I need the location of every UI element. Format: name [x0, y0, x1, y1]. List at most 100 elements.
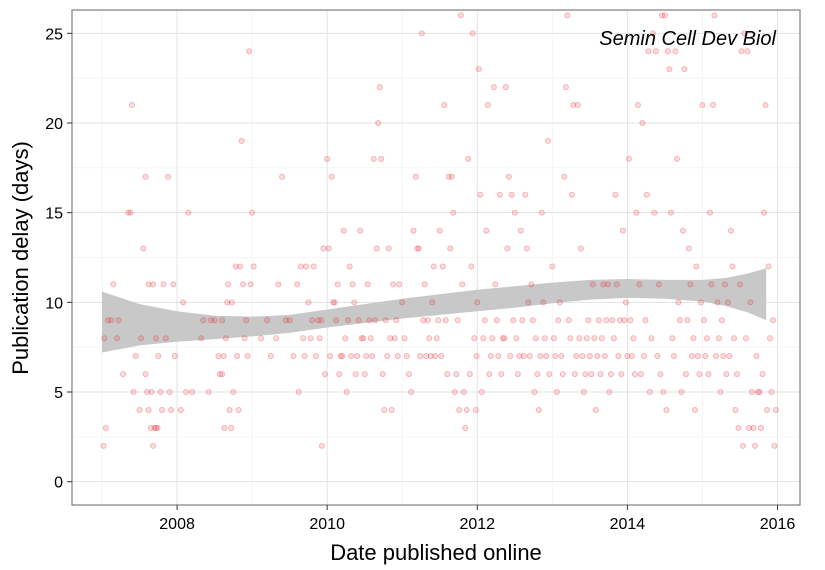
data-point: [579, 353, 586, 360]
data-point: [618, 371, 625, 378]
data-point: [718, 317, 725, 324]
data-point: [370, 155, 377, 162]
data-point: [540, 299, 547, 306]
data-point: [219, 317, 226, 324]
data-point: [180, 299, 187, 306]
data-point: [165, 173, 172, 180]
data-point: [630, 335, 637, 342]
data-point: [634, 102, 641, 109]
data-point: [544, 137, 551, 144]
data-point: [450, 209, 457, 216]
data-point: [714, 299, 721, 306]
data-point: [676, 317, 683, 324]
data-point: [303, 263, 310, 270]
data-point: [765, 263, 772, 270]
data-point: [664, 48, 671, 55]
data-point: [225, 281, 232, 288]
data-point: [484, 102, 491, 109]
data-point: [519, 317, 526, 324]
data-point: [465, 155, 472, 162]
data-point: [631, 371, 638, 378]
data-point: [238, 137, 245, 144]
data-point: [667, 209, 674, 216]
data-point: [436, 227, 443, 234]
data-point: [336, 371, 343, 378]
data-point: [529, 317, 536, 324]
data-point: [417, 353, 424, 360]
data-point: [531, 389, 538, 396]
data-point: [415, 245, 422, 252]
data-point: [228, 424, 235, 431]
y-tick-label: 5: [54, 385, 63, 402]
data-point: [399, 299, 406, 306]
data-point: [460, 389, 467, 396]
data-point: [750, 424, 757, 431]
data-point: [155, 353, 162, 360]
data-point: [159, 406, 166, 413]
data-point: [570, 102, 577, 109]
data-point: [334, 281, 341, 288]
data-point: [660, 389, 667, 396]
data-point: [520, 353, 527, 360]
data-point: [148, 389, 155, 396]
data-point: [480, 335, 487, 342]
data-point: [648, 335, 655, 342]
data-point: [294, 281, 301, 288]
data-point: [468, 263, 475, 270]
data-point: [105, 317, 112, 324]
data-point: [224, 299, 231, 306]
data-point: [290, 353, 297, 360]
data-point: [624, 353, 631, 360]
data-point: [511, 209, 518, 216]
data-point: [249, 209, 256, 216]
data-point: [670, 353, 677, 360]
data-point: [558, 353, 565, 360]
data-point: [510, 317, 517, 324]
data-point: [580, 389, 587, 396]
data-point: [385, 245, 392, 252]
data-point: [279, 173, 286, 180]
data-point: [477, 191, 484, 198]
data-point: [361, 371, 368, 378]
data-point: [609, 317, 616, 324]
data-point: [151, 424, 158, 431]
data-point: [384, 353, 391, 360]
data-point: [433, 335, 440, 342]
data-point: [234, 353, 241, 360]
data-point: [639, 119, 646, 126]
data-point: [439, 263, 446, 270]
data-point: [591, 335, 598, 342]
data-point: [771, 442, 778, 449]
data-point: [748, 389, 755, 396]
data-point: [606, 389, 613, 396]
data-point: [652, 48, 659, 55]
data-point: [682, 371, 689, 378]
data-point: [160, 281, 167, 288]
data-point: [577, 245, 584, 252]
data-point: [170, 281, 177, 288]
data-point: [759, 371, 766, 378]
data-point: [523, 245, 530, 252]
data-point: [150, 442, 157, 449]
data-point: [453, 371, 460, 378]
data-point: [712, 353, 719, 360]
data-point: [697, 299, 704, 306]
data-point: [301, 353, 308, 360]
data-point: [275, 281, 282, 288]
data-point: [705, 371, 712, 378]
data-point: [489, 335, 496, 342]
data-point: [690, 335, 697, 342]
data-point: [466, 371, 473, 378]
data-point: [198, 335, 205, 342]
data-point: [221, 424, 228, 431]
data-point: [108, 317, 115, 324]
data-point: [145, 281, 152, 288]
data-point: [351, 299, 358, 306]
x-tick-label: 2016: [760, 516, 796, 533]
data-point: [700, 317, 707, 324]
data-point: [401, 335, 408, 342]
data-point: [427, 353, 434, 360]
data-point: [535, 406, 542, 413]
data-point: [345, 317, 352, 324]
data-point: [237, 263, 244, 270]
